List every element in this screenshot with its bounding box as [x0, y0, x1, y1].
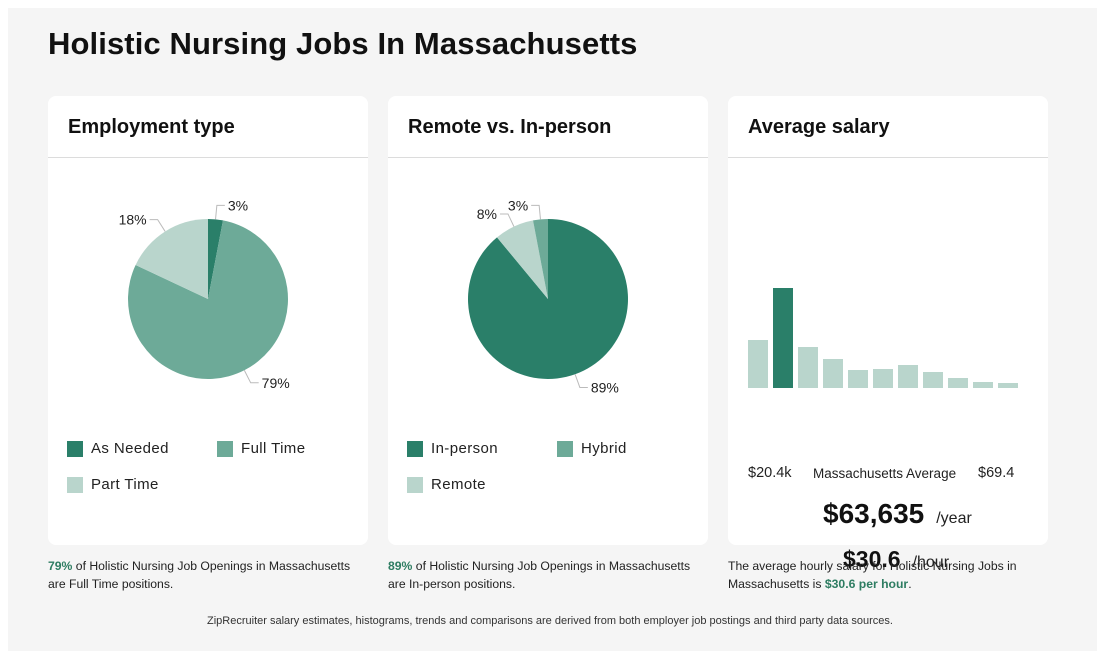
- salary-histogram: [748, 288, 1018, 388]
- legend-swatch: [407, 476, 423, 493]
- legend-label: Part Time: [91, 476, 159, 493]
- pie-label-remote: 8%: [477, 206, 497, 222]
- legend-item-as-needed: As Needed: [67, 440, 169, 457]
- salary-axis-max: $69.4: [978, 465, 1015, 481]
- histogram-bar-2: [773, 288, 793, 388]
- employment-caption-highlight: 79%: [48, 559, 73, 573]
- legend-label: Hybrid: [581, 440, 627, 457]
- legend-item-full-time: Full Time: [217, 440, 305, 457]
- salary-yearly: $63,635 /year: [823, 498, 972, 530]
- employment-pie-chart: 3% 79% 18%: [119, 197, 290, 391]
- histogram-bar-9: [948, 378, 968, 388]
- remote-caption-text: of Holistic Nursing Job Openings in Mass…: [388, 559, 691, 591]
- salary-hourly: $30.6 /hour: [843, 546, 949, 573]
- employment-caption: 79% of Holistic Nursing Job Openings in …: [48, 557, 370, 593]
- pie-leader-in-person: [574, 374, 588, 388]
- salary-title: Average salary: [728, 96, 1048, 158]
- legend-swatch: [217, 440, 233, 457]
- legend-label: Full Time: [241, 440, 306, 457]
- salary-axis-min: $20.4k: [748, 465, 792, 481]
- pie-label-as-needed: 3%: [228, 197, 248, 213]
- pie-slice-hybrid: [533, 219, 548, 299]
- pie-label-hybrid: 3%: [508, 197, 528, 213]
- salary-axis-mid: Massachusetts Average: [813, 466, 957, 481]
- pie-label-full-time: 79%: [262, 375, 290, 391]
- legend-label: Remote: [431, 476, 486, 493]
- salary-caption-suffix: .: [908, 577, 912, 591]
- legend-item-hybrid: Hybrid: [557, 440, 627, 457]
- employment-type-title: Employment type: [48, 96, 368, 158]
- salary-yearly-unit: /year: [936, 510, 972, 527]
- salary-caption-text: The average hourly salary for Holistic N…: [728, 559, 1017, 591]
- pie-leader-full-time: [243, 370, 259, 384]
- remote-pie-chart: 89% 8% 3%: [468, 197, 628, 395]
- page-title: Holistic Nursing Jobs In Massachusetts: [48, 26, 638, 61]
- pie-leader-hybrid: [531, 204, 541, 220]
- pie-leader-part-time: [149, 219, 166, 232]
- remote-caption-highlight: 89%: [388, 559, 413, 573]
- salary-hourly-unit: /hour: [912, 554, 950, 571]
- histogram-bar-3: [798, 347, 818, 388]
- histogram-bar-7: [898, 365, 918, 388]
- legend-swatch: [67, 440, 83, 457]
- legend-label: As Needed: [91, 440, 169, 457]
- legend-item-remote: Remote: [407, 476, 486, 493]
- legend-swatch: [67, 476, 83, 493]
- histogram-bar-4: [823, 359, 843, 388]
- histogram-bar-1: [748, 340, 768, 388]
- footnote: ZipRecruiter salary estimates, histogram…: [207, 615, 893, 627]
- employment-caption-text: of Holistic Nursing Job Openings in Mass…: [48, 559, 351, 591]
- histogram-bar-6: [873, 369, 893, 388]
- salary-hourly-value: $30.6: [843, 546, 901, 572]
- pie-slice-as-needed: [208, 219, 223, 299]
- pie-slice-full-time: [128, 220, 289, 379]
- remote-title: Remote vs. In-person: [388, 96, 708, 158]
- pie-slice-part-time: [135, 219, 208, 299]
- pie-leader-remote: [499, 213, 515, 227]
- legend-label: In-person: [431, 440, 498, 457]
- salary-caption-highlight: $30.6 per hour: [824, 577, 909, 591]
- histogram-bar-8: [923, 372, 943, 388]
- salary-yearly-value: $63,635: [823, 498, 925, 529]
- pie-label-in-person: 89%: [591, 379, 619, 395]
- salary-card: Average salary $20.4k Massachusetts Aver…: [728, 96, 1048, 572]
- salary-caption: The average hourly salary for Holistic N…: [728, 557, 1028, 593]
- histogram-bar-11: [998, 383, 1018, 388]
- legend-item-part-time: Part Time: [67, 476, 159, 493]
- remote-card: Remote vs. In-person 89% 8% 3% In-person Hy…: [388, 96, 708, 545]
- histogram-bar-10: [973, 382, 993, 388]
- pie-leader-as-needed: [215, 204, 225, 220]
- legend-swatch: [557, 440, 573, 457]
- remote-caption: 89% of Holistic Nursing Job Openings in …: [388, 557, 710, 593]
- histogram-bar-5: [848, 370, 868, 388]
- employment-type-card: Employment type 3% 79% 18% As Needed Full T…: [48, 96, 368, 545]
- legend-item-in-person: In-person: [407, 440, 498, 457]
- pie-label-part-time: 18%: [119, 212, 147, 228]
- pie-slice-remote: [497, 220, 548, 299]
- legend-swatch: [407, 440, 423, 457]
